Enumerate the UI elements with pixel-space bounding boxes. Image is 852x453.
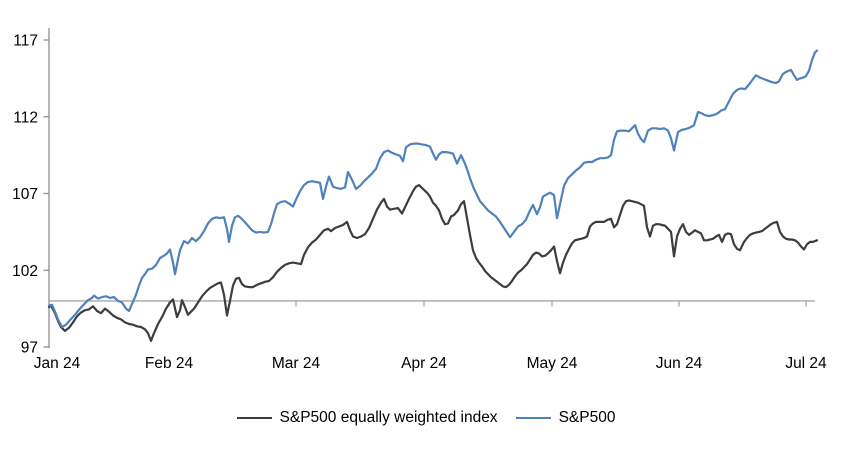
- x-tick-label: Feb 24: [145, 355, 194, 372]
- x-tick-label: Jul 24: [785, 355, 827, 372]
- legend-label-equal-weight: S&P500 equally weighted index: [279, 409, 498, 426]
- x-tick-label: Jun 24: [656, 355, 703, 372]
- line-sp500: [47, 49, 819, 329]
- x-tick-label: Mar 24: [272, 355, 321, 372]
- y-tick-label: 97: [21, 340, 38, 357]
- x-tick-label: Apr 24: [401, 355, 447, 372]
- x-tick-label: Jan 24: [34, 355, 81, 372]
- line-sp500-equal-weight: [47, 184, 819, 342]
- legend-label-sp500: S&P500: [558, 409, 616, 426]
- y-tick-label: 102: [12, 263, 38, 280]
- sp500-line-swatch: [515, 417, 551, 419]
- legend: S&P500 equally weighted index S&P500: [0, 409, 852, 427]
- axes: [43, 28, 815, 348]
- equal-weight-line-swatch: [236, 417, 272, 419]
- series-lines: [47, 49, 819, 342]
- legend-item-equal-weight: S&P500 equally weighted index: [236, 409, 498, 427]
- y-tick-label: 117: [13, 33, 38, 50]
- y-tick-label: 112: [13, 109, 38, 126]
- axis-tick-labels: 97 102 107 112 117 Jan 24 Feb 24 Mar 24 Apr 24 Ma…: [12, 33, 827, 373]
- x-tick-label: May 24: [527, 355, 578, 372]
- y-tick-label: 107: [12, 186, 38, 203]
- legend-item-sp500: S&P500: [515, 409, 616, 427]
